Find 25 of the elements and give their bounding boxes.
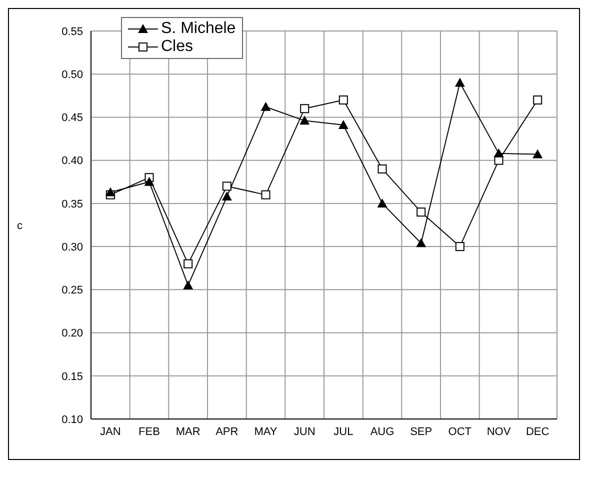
x-tick-label: OCT [448,426,472,438]
y-tick-label: 0.10 [62,414,83,426]
legend-label: Cles [161,38,194,56]
y-tick-label: 0.20 [62,328,83,340]
x-tick-label: MAR [176,426,200,438]
x-tick-label: AUG [370,426,394,438]
x-tick-label: FEB [138,426,160,438]
y-tick-label: 0.45 [62,112,83,124]
y-tick-label: 0.30 [62,241,83,254]
x-tick-label: JUN [294,426,316,438]
y-tick-label: 0.35 [62,198,83,210]
x-tick-label: MAY [254,426,278,438]
x-tick-label: JUL [334,426,354,438]
y-tick-label: 0.15 [62,370,83,383]
y-tick-label: 0.55 [62,26,83,38]
y-tick-label: 0.40 [62,155,83,168]
legend-label: S. Michele [161,20,236,38]
y-axis-title: c [17,220,23,232]
x-tick-label: DEC [526,426,550,438]
x-tick-label: NOV [486,426,512,438]
x-tick-label: SEP [410,426,432,438]
y-tick-label: 0.25 [62,284,83,297]
y-tick-label: 0.50 [62,69,83,82]
x-tick-label: JAN [100,426,121,438]
x-tick-label: APR [216,426,238,438]
